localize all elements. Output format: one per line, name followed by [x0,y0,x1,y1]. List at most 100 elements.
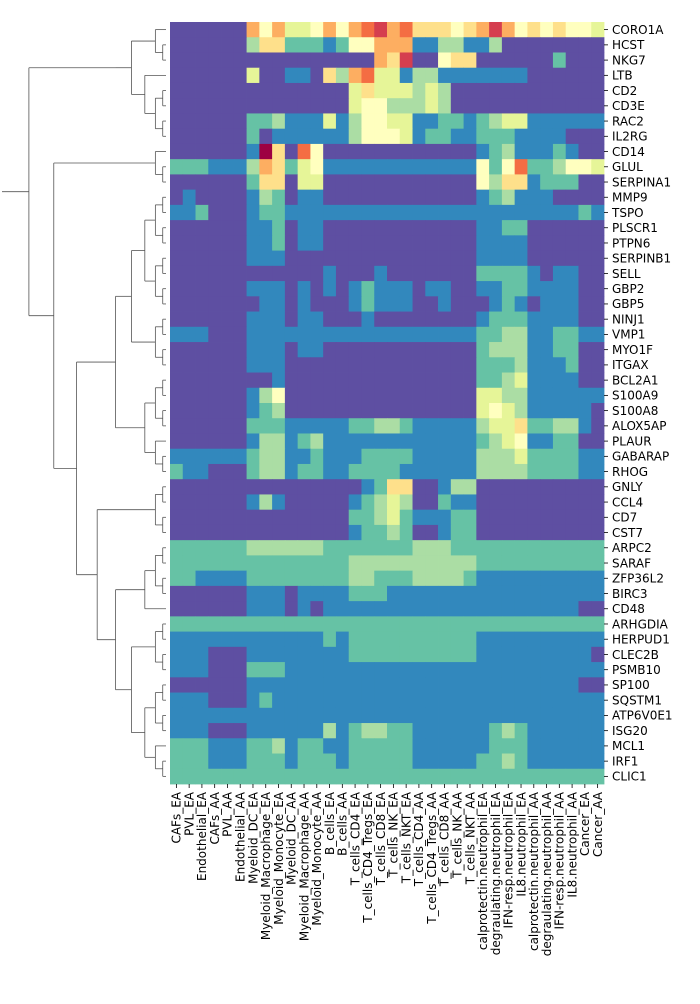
heatmap-cell [208,372,222,389]
heatmap-cell [463,448,477,465]
heatmap-cell [182,37,196,53]
heatmap-cell [463,723,477,739]
heatmap-cell [540,82,554,99]
heatmap-cell [182,677,196,693]
heatmap-cell [208,342,222,358]
heatmap-cell [361,265,375,282]
heatmap-cell [540,616,554,632]
heatmap-cell [514,342,528,358]
heatmap-cell [310,738,324,754]
heatmap-cell [540,403,554,419]
heatmap-cell [527,326,541,343]
column-label: IFN-resp.neutrophil_EA [502,791,516,928]
heatmap-cell [489,204,503,221]
heatmap-cell [425,707,439,724]
heatmap-cell [170,296,184,312]
heatmap-cell [246,357,260,373]
heatmap-cell [489,707,503,724]
heatmap-cell [310,296,324,312]
heatmap-cell [438,67,452,84]
heatmap-cell [272,98,286,114]
heatmap-cell [310,204,324,221]
heatmap-cell [591,37,605,53]
heatmap-cell [578,387,592,404]
heatmap-cell [387,403,401,419]
heatmap-cell [438,585,452,602]
row-label: PLSCR1 [612,221,658,235]
heatmap-cell [399,479,413,495]
heatmap-cell [208,113,222,130]
heatmap-cell [463,768,477,785]
heatmap-cell [565,189,579,206]
heatmap-cell [348,67,362,84]
heatmap-cell [272,585,286,602]
heatmap-cell [170,372,184,389]
heatmap-cell [259,159,273,175]
heatmap-cell [489,82,503,99]
heatmap-cell [233,37,247,53]
heatmap-cell [195,128,209,145]
heatmap-cell [182,601,196,617]
heatmap-cell [438,631,452,648]
heatmap-cell [323,753,337,770]
heatmap-cell [323,463,337,480]
heatmap-cell [527,585,541,602]
heatmap-cell [272,555,286,572]
heatmap-cell [310,418,324,434]
heatmap-cell [476,22,490,38]
heatmap-cell [578,403,592,419]
heatmap-cell [501,235,516,251]
heatmap-cell [233,601,247,617]
heatmap-cell [476,281,490,297]
heatmap-cell [284,601,299,617]
heatmap-cell [412,189,426,206]
heatmap-cell [489,372,503,389]
heatmap-cell [233,296,247,312]
heatmap-cell [284,524,299,541]
heatmap-cell [170,387,184,404]
heatmap-cell [170,646,184,663]
heatmap-cell [514,555,528,572]
heatmap-cell [387,37,401,53]
heatmap-cell [387,433,401,450]
heatmap-cell [425,509,439,526]
heatmap-cell [552,387,567,404]
heatmap-cell [399,768,413,785]
heatmap-cell [335,128,350,145]
heatmap-cell [501,372,516,389]
heatmap-cell [361,82,375,99]
heatmap-cell [259,433,273,450]
heatmap-cell [348,723,362,739]
column-label: IFN-resp.neutrophil_AA [553,791,567,929]
heatmap-cell [540,524,554,541]
heatmap-cell [387,616,401,632]
heatmap-cell [182,570,196,587]
heatmap-cell [463,235,477,251]
heatmap-cell [170,479,184,495]
heatmap-cell [501,204,516,221]
heatmap-cell [591,52,605,69]
heatmap-cell [233,372,247,389]
heatmap-cell [578,601,592,617]
heatmap-cell [297,220,311,236]
heatmap-cell [565,601,579,617]
heatmap-cell [489,768,503,785]
heatmap-cell [246,540,260,556]
heatmap-cell [463,524,477,541]
heatmap-cell [527,281,541,297]
heatmap-cell [310,601,324,617]
heatmap-cell [246,113,260,130]
heatmap-cell [323,387,337,404]
heatmap-cell [489,463,503,480]
heatmap-cell [195,52,209,69]
heatmap-cell [348,433,362,450]
heatmap-cell [208,753,222,770]
heatmap-cell [246,159,260,175]
heatmap-cell [195,707,209,724]
heatmap-cell [246,281,260,297]
heatmap-cell [284,509,299,526]
heatmap-cell [514,372,528,389]
heatmap-cell [233,311,247,328]
heatmap-cell [412,250,426,267]
heatmap-cell [438,479,452,495]
